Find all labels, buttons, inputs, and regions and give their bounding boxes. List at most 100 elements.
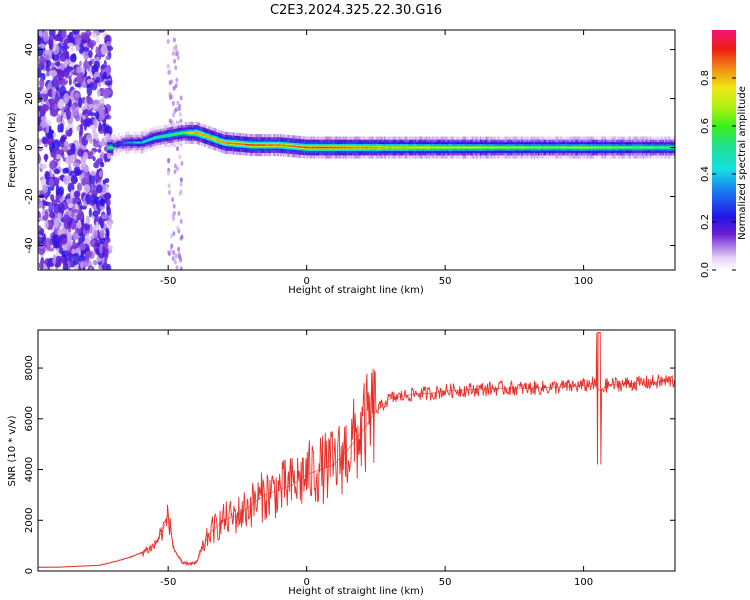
- noise-blob: [52, 132, 57, 138]
- noise-blob: [168, 95, 172, 101]
- ridge-cell: [331, 146, 334, 149]
- noise-blob: [59, 52, 67, 62]
- ridge-cell: [316, 146, 319, 149]
- noise-blob: [174, 107, 178, 113]
- ridge-cell: [512, 146, 515, 149]
- ridge-cell: [435, 146, 438, 149]
- noise-blob: [73, 92, 80, 99]
- spectrogram-y-label: Frequency (Hz): [7, 112, 18, 188]
- ridge-cell: [504, 146, 507, 149]
- ridge-cell: [501, 146, 504, 149]
- ridge-cell: [357, 146, 360, 149]
- ridge-cell: [260, 144, 263, 146]
- noise-blob: [49, 160, 57, 170]
- noise-blob: [69, 36, 75, 43]
- ridge-cell: [478, 146, 481, 149]
- ridge-cell: [128, 141, 130, 144]
- noise-blob: [171, 100, 175, 106]
- ridge-cell: [107, 146, 110, 149]
- noise-blob: [98, 113, 106, 121]
- ridge-cell: [227, 142, 230, 144]
- ridge-cell: [490, 146, 493, 149]
- ridge-cell: [364, 146, 367, 149]
- ridge-cell: [173, 133, 176, 136]
- noise-blob: [63, 140, 69, 147]
- ridge-cell: [180, 132, 183, 134]
- ridge-cell: [555, 146, 558, 149]
- noise-blob: [179, 266, 183, 270]
- x-tick-label: -50: [160, 577, 176, 588]
- ridge-cell: [306, 146, 309, 149]
- ridge-cell: [321, 146, 324, 149]
- colorbar: 0.0 0.2 0.4 0.6 0.8 Normalized spectral ampl…: [700, 30, 748, 278]
- ridge-cell: [622, 146, 625, 149]
- noise-blob: [104, 239, 109, 250]
- ridge-cell: [623, 146, 626, 149]
- ridge-cell: [652, 146, 655, 149]
- snr-y-label: SNR (10 * v/v): [7, 415, 18, 486]
- noise-blob: [71, 248, 76, 255]
- ridge-cell: [380, 146, 382, 149]
- ridge-cell: [270, 144, 273, 146]
- ridge-cell: [375, 146, 378, 149]
- noise-blob: [74, 33, 82, 46]
- noise-blob: [80, 157, 87, 168]
- colorbar-tick-label: 0.0: [700, 262, 711, 278]
- noise-blob: [49, 109, 58, 117]
- ridge-cell: [546, 146, 548, 149]
- ridge-cell: [278, 144, 281, 146]
- ridge-cell: [179, 132, 182, 135]
- ridge-cell: [636, 146, 639, 149]
- noise-blob: [50, 97, 55, 109]
- ridge-cell: [464, 146, 467, 149]
- noise-blob: [74, 83, 82, 88]
- ridge-cell: [119, 143, 122, 145]
- noise-blob: [179, 177, 183, 183]
- ridge-cell: [266, 144, 269, 146]
- ridge-cell: [133, 141, 136, 144]
- y-tick-label: 20: [24, 92, 35, 105]
- ridge-cell: [368, 146, 371, 149]
- noise-blob: [100, 97, 105, 104]
- noise-blob: [55, 184, 60, 196]
- ridge-cell: [604, 146, 607, 149]
- ridge-cell: [407, 146, 410, 149]
- ridge-cell: [601, 146, 604, 149]
- ridge-cell: [337, 146, 339, 149]
- noise-blob: [75, 44, 80, 52]
- noise-blob: [104, 250, 109, 260]
- ridge-cell: [226, 142, 229, 144]
- ridge-cell: [607, 146, 609, 149]
- ridge-cell: [651, 146, 654, 149]
- ridge-cell: [137, 141, 140, 144]
- noise-blob: [66, 149, 75, 156]
- noise-blob: [83, 184, 91, 194]
- noise-blob: [178, 111, 182, 117]
- ridge-cell: [320, 146, 323, 149]
- ridge-cell: [562, 146, 565, 149]
- noise-blob: [44, 220, 49, 230]
- y-tick-label: 40: [24, 43, 35, 56]
- noise-blob: [100, 237, 106, 245]
- ridge-cell: [249, 144, 252, 146]
- noise-blob: [168, 80, 172, 86]
- ridge-cell: [245, 143, 248, 146]
- ridge-cell: [616, 146, 619, 149]
- noise-blob: [104, 192, 112, 200]
- ridge-cell: [404, 146, 407, 149]
- ridge-cell: [666, 146, 669, 149]
- ridge-cell: [470, 146, 472, 149]
- ridge-cell: [593, 146, 596, 149]
- ridge-cell: [248, 144, 251, 146]
- ridge-cell: [140, 141, 143, 144]
- ridge-cell: [544, 146, 547, 149]
- noise-blob: [85, 112, 89, 119]
- ridge-cell: [644, 146, 647, 149]
- ridge-cell: [449, 146, 452, 149]
- ridge-cell: [242, 143, 245, 146]
- ridge-cell: [483, 146, 486, 149]
- ridge-cell: [632, 146, 634, 149]
- noise-blob: [176, 55, 180, 61]
- noise-blob: [38, 225, 42, 231]
- ridge-cell: [489, 146, 492, 149]
